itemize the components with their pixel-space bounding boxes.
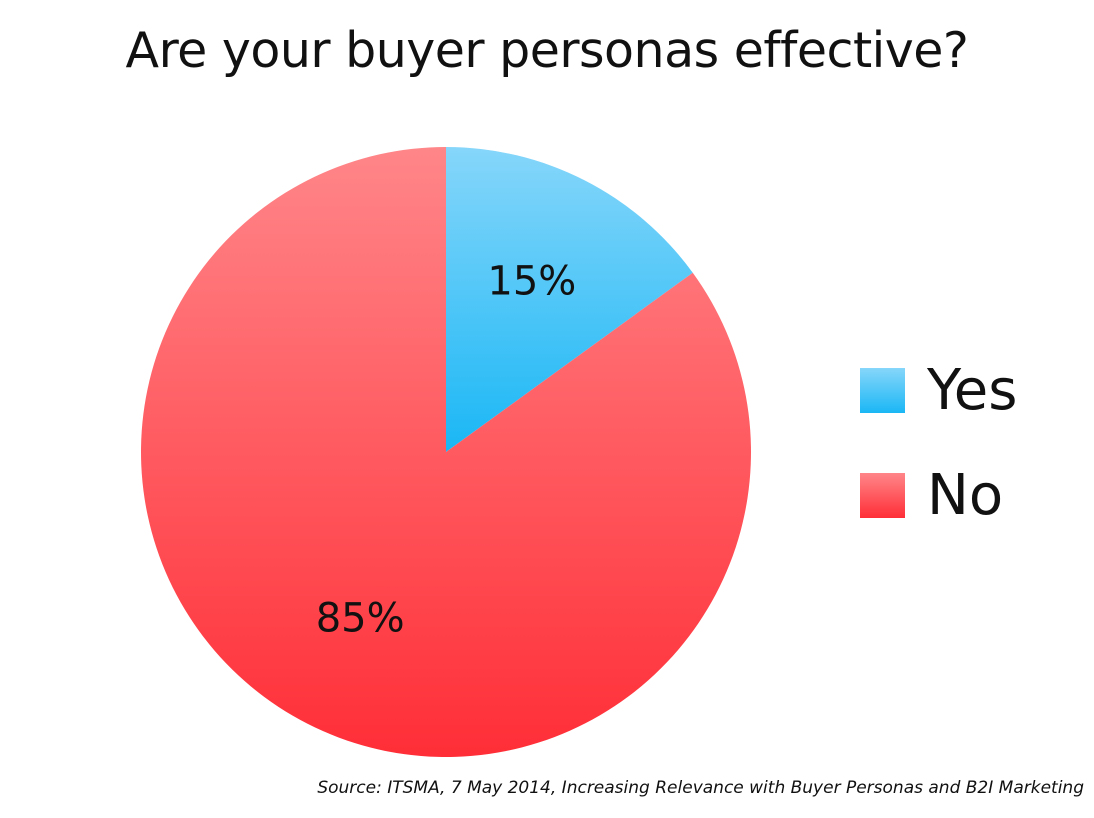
legend-item-yes: Yes bbox=[860, 355, 1017, 425]
legend: Yes No bbox=[860, 355, 1060, 545]
legend-label-yes: Yes bbox=[927, 357, 1018, 423]
legend-swatch-no bbox=[860, 472, 905, 518]
legend-swatch-yes bbox=[860, 367, 905, 413]
data-label-yes: 15% bbox=[487, 259, 576, 305]
legend-label-no: No bbox=[927, 462, 1004, 528]
pie-slice-yes bbox=[446, 147, 693, 452]
legend-item-no: No bbox=[860, 460, 1003, 530]
pie-slice-no bbox=[140, 147, 752, 757]
chart-title: Are your buyer personas effective? bbox=[125, 22, 969, 79]
source-note: Source: ITSMA, 7 May 2014, Increasing Re… bbox=[317, 778, 1084, 798]
pie-slices bbox=[140, 147, 752, 757]
pie-data-labels: 15% 85% bbox=[316, 259, 577, 642]
data-label-no: 85% bbox=[316, 595, 405, 641]
